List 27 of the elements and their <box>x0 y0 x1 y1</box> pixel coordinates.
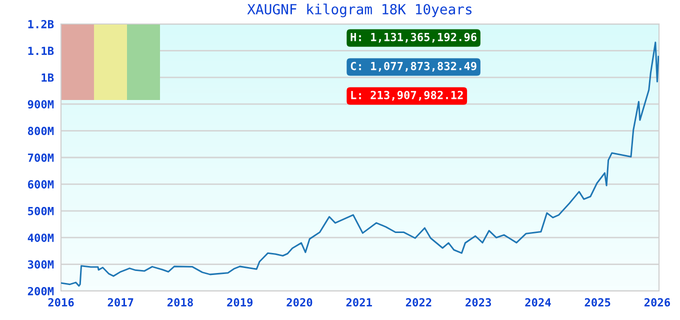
line-series <box>61 42 659 287</box>
x-tick-label: 2017 <box>108 298 134 307</box>
annotation: L: 213,907,982.12 <box>351 90 463 101</box>
y-tick-label: 500M <box>28 206 54 216</box>
y-tick-label: 400M <box>28 234 54 242</box>
x-tick-label: 2018 <box>167 298 193 307</box>
annotation: H: 1,131,365,192.96 <box>350 32 476 43</box>
x-tick-label: 2026 <box>644 298 670 307</box>
chart-title: XAUGNF kilogram 18K 10years <box>247 4 472 18</box>
x-tick-label: 2022 <box>406 298 432 307</box>
y-tick-label: 700M <box>28 153 54 162</box>
x-tick-label: 2016 <box>48 298 74 307</box>
y-tick-label: 1.1B <box>28 46 54 55</box>
y-tick-label: 800M <box>28 126 54 136</box>
x-tick-label: 2020 <box>286 298 312 307</box>
x-tick-label: 2023 <box>466 298 492 307</box>
y-tick-label: 300M <box>28 260 54 269</box>
x-tick-label: 2025 <box>584 298 610 307</box>
y-tick-label: 600M <box>28 180 54 189</box>
y-tick-label: 1.2B <box>28 20 54 28</box>
annotation: C: 1,077,873,832.49 <box>350 62 476 72</box>
x-tick-label: 2024 <box>525 298 551 307</box>
x-tick-label: 2021 <box>346 298 372 307</box>
x-tick-label: 2019 <box>227 298 253 307</box>
y-tick-label: 1B <box>42 74 54 82</box>
y-tick-label: 200M <box>28 286 54 296</box>
y-tick-label: 900M <box>28 100 54 109</box>
